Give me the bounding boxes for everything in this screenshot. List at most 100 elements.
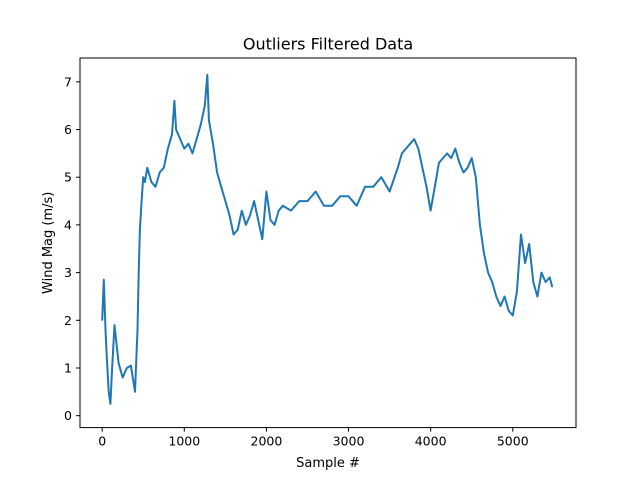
data-point	[136, 329, 139, 331]
x-tick-label: 1000	[168, 434, 200, 449]
data-point	[191, 152, 194, 154]
data-point	[499, 305, 502, 307]
data-point	[438, 162, 440, 164]
data-point	[380, 176, 382, 178]
data-point	[458, 162, 460, 164]
data-point	[413, 138, 415, 140]
data-point	[306, 200, 309, 202]
data-point	[253, 200, 255, 202]
y-axis-label: Wind Mag (m/s)	[41, 192, 56, 294]
data-point	[101, 319, 103, 321]
data-point	[173, 100, 175, 102]
data-point	[179, 138, 181, 140]
data-point	[196, 138, 198, 140]
data-point	[106, 362, 108, 364]
data-point	[233, 233, 235, 236]
data-point	[200, 124, 202, 126]
data-point	[549, 276, 551, 278]
data-point	[159, 171, 161, 174]
data-point	[141, 200, 143, 202]
data-point	[491, 281, 493, 283]
data-point	[421, 167, 423, 169]
axis-ticks: 0 1000 2000 3000 4000 5000 0 1 2 3 4 5 6 7	[64, 74, 529, 448]
x-tick-label: 3000	[333, 434, 365, 449]
data-point	[171, 133, 173, 135]
data-point	[405, 148, 407, 150]
data-point	[220, 186, 222, 188]
data-point	[508, 310, 510, 312]
data-point	[204, 105, 206, 107]
data-point	[454, 148, 456, 150]
data-point	[142, 176, 144, 178]
y-tick-label: 6	[64, 122, 72, 137]
data-point	[249, 214, 251, 216]
data-point	[331, 205, 333, 207]
data-point	[167, 148, 169, 150]
y-tick-label: 1	[64, 360, 72, 375]
data-point	[450, 157, 452, 159]
data-point	[122, 376, 124, 379]
data-point	[150, 181, 152, 183]
data-point	[228, 214, 231, 216]
data-point	[483, 252, 485, 255]
data-point	[212, 143, 214, 145]
x-tick-label: 2000	[251, 434, 283, 449]
x-tick-label: 4000	[415, 434, 447, 449]
data-point	[315, 190, 317, 193]
x-tick-label: 5000	[497, 434, 529, 449]
data-point	[241, 210, 243, 212]
data-point	[109, 403, 111, 405]
data-point	[434, 186, 436, 188]
data-point	[139, 229, 141, 231]
data-point	[409, 143, 411, 145]
data-point	[108, 391, 110, 393]
data-point	[113, 324, 116, 326]
data-point	[364, 186, 366, 188]
data-point	[111, 369, 113, 371]
data-point	[528, 243, 530, 245]
data-point	[245, 224, 247, 226]
data-point	[237, 229, 239, 231]
data-point	[154, 186, 157, 188]
data-point	[512, 314, 514, 317]
data-point	[339, 195, 341, 197]
data-point	[479, 224, 481, 226]
data-point	[257, 219, 259, 221]
data-point	[290, 210, 292, 212]
data-point	[524, 262, 526, 264]
data-point	[187, 143, 189, 145]
data-point	[278, 210, 280, 212]
data-point	[536, 295, 539, 298]
y-tick-label: 2	[64, 313, 72, 328]
data-point	[208, 119, 210, 121]
data-point	[103, 279, 105, 281]
data-point	[467, 167, 469, 169]
data-point	[495, 295, 497, 298]
data-point	[347, 195, 350, 197]
plot-area	[101, 73, 554, 405]
data-point	[274, 224, 276, 226]
data-point	[540, 272, 543, 274]
data-point	[323, 205, 325, 207]
data-point	[425, 186, 428, 188]
data-point	[183, 148, 185, 150]
data-point	[417, 148, 419, 150]
axes-frame	[79, 57, 577, 429]
y-tick-label: 4	[64, 217, 72, 232]
y-tick-label: 5	[64, 170, 72, 185]
data-point	[216, 171, 218, 174]
data-point	[356, 205, 358, 207]
y-tick-label: 7	[64, 74, 72, 89]
data-point	[282, 205, 284, 207]
data-point	[163, 167, 165, 169]
data-point	[138, 272, 140, 274]
data-point	[545, 281, 547, 283]
data-point	[104, 329, 107, 331]
data-point	[462, 171, 465, 174]
data-point	[551, 286, 553, 288]
data-point	[261, 238, 263, 240]
x-tick-label: 0	[98, 434, 106, 449]
data-point	[430, 210, 432, 212]
data-point	[516, 291, 518, 293]
